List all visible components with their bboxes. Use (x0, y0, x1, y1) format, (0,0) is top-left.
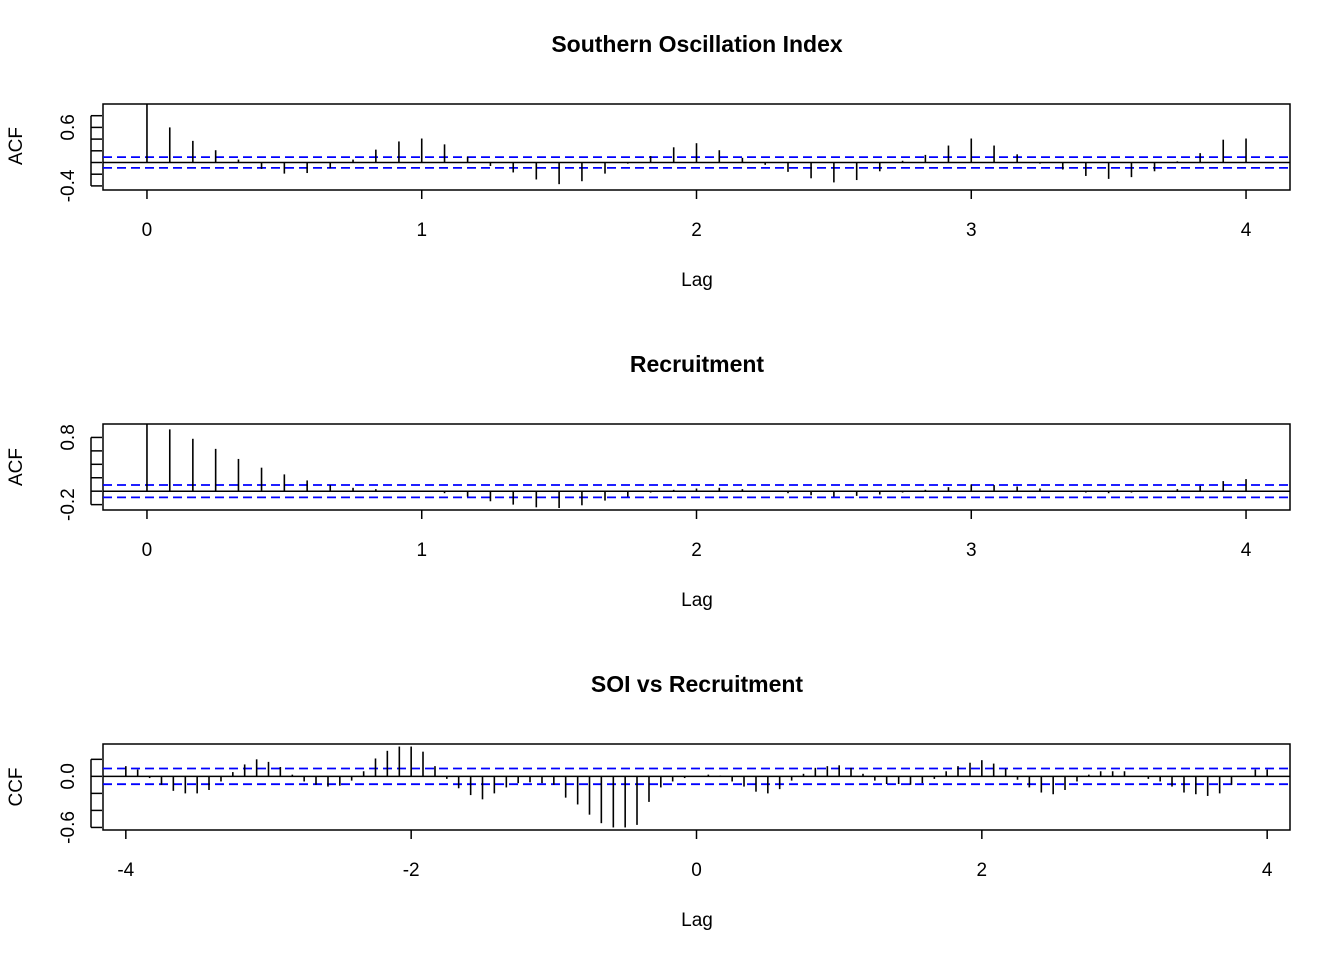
panel-1-plot: 0 1 2 3 4 -0.4 0.6 (58, 103, 1291, 241)
y-tick-label: 0.0 (58, 763, 79, 789)
x-tick-label: 1 (416, 540, 427, 561)
x-tick-label: -4 (117, 860, 134, 881)
x-tick-label: 2 (691, 540, 702, 561)
panel-2-plot: 0 1 2 3 4 -0.2 0.8 (58, 423, 1291, 561)
x-tick-label: -2 (403, 860, 420, 881)
panel-2-xlabel: Lag (681, 590, 713, 611)
y-tick-label: -0.6 (58, 811, 79, 844)
x-tick-label: 0 (142, 540, 153, 561)
x-tick-label: 4 (1241, 220, 1252, 241)
y-tick-label: -0.4 (58, 169, 79, 202)
panel-3-plot: -4 -2 0 2 4 -0.6 0.0 (58, 743, 1291, 881)
x-tick-label: 0 (142, 220, 153, 241)
x-tick-label: 3 (966, 220, 977, 241)
panel-soi-acf: Southern Oscillation Index 0 1 2 3 4-0.40.6 … (6, 31, 1291, 291)
panel-3-title: SOI vs Recruitment (591, 671, 804, 697)
panel-1-xlabel: Lag (681, 270, 713, 291)
x-tick-label: 3 (966, 540, 977, 561)
panel-3-xlabel: Lag (681, 910, 713, 931)
panel-1-ylabel: ACF (6, 127, 27, 165)
y-tick-label: -0.2 (58, 488, 79, 521)
x-tick-label: 0 (691, 860, 702, 881)
x-tick-label: 4 (1241, 540, 1252, 561)
panel-2-ylabel: ACF (6, 448, 27, 486)
panel-2-title: Recruitment (630, 351, 765, 377)
x-tick-label: 4 (1262, 860, 1273, 881)
panel-3-ylabel: CCF (6, 767, 27, 806)
panel-recruitment-acf: Recruitment 0 1 2 3 4 -0.2 0.8 Lag ACF (6, 351, 1291, 611)
x-tick-label: 2 (691, 220, 702, 241)
x-tick-label: 1 (416, 220, 427, 241)
y-tick-label: 0.8 (58, 424, 79, 450)
panel-1-title: Southern Oscillation Index (551, 31, 843, 57)
y-tick-label: 0.6 (58, 114, 79, 140)
panel-soi-recruitment-ccf: SOI vs Recruitment -4 -2 0 2 4 -0.6 0.0 Lag CC… (6, 671, 1291, 931)
x-tick-label: 2 (977, 860, 988, 881)
